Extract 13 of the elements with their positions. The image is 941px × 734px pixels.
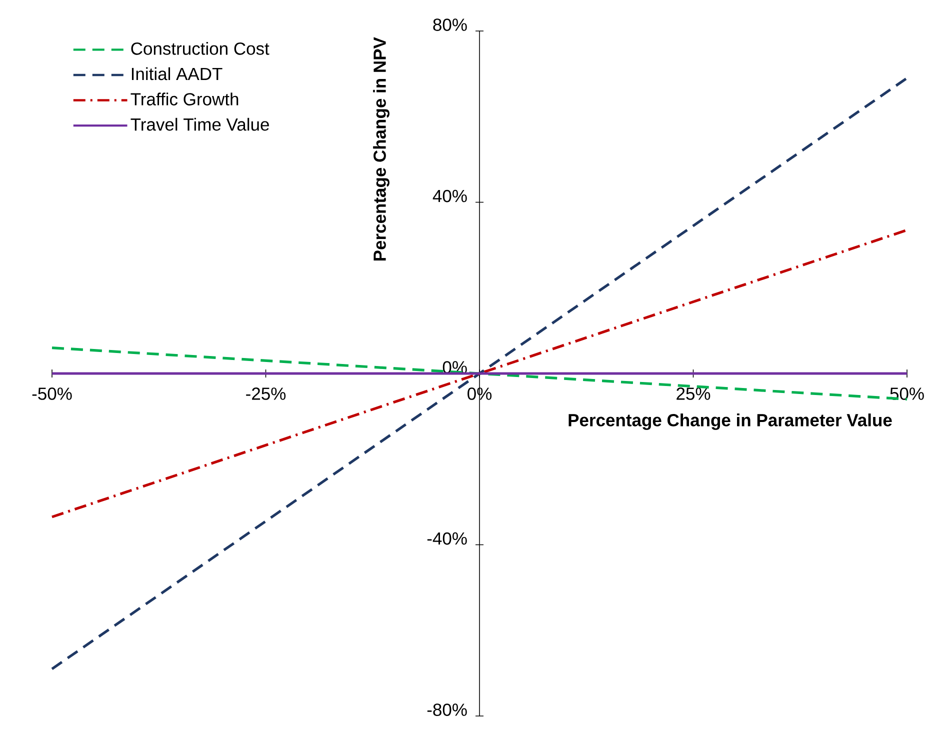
x-axis-title: Percentage Change in Parameter Value <box>568 414 892 430</box>
x-tick-label: -25% <box>246 388 286 400</box>
legend-label: Travel Time Value <box>130 118 269 131</box>
x-tick-label: -50% <box>32 388 72 400</box>
x-tick-label: 25% <box>676 388 710 400</box>
y-tick-label: 40% <box>432 190 467 202</box>
y-tick-label: 80% <box>433 18 467 31</box>
y-tick-label: -40% <box>427 532 467 545</box>
legend-label: Initial AADT <box>132 67 222 80</box>
legend-label: Traffic Growth <box>130 92 238 106</box>
y-axis-title: Percentage Change in NPV <box>373 37 390 260</box>
y-tick-label: -80% <box>427 704 467 716</box>
legend-label: Construction Cost <box>131 42 270 55</box>
